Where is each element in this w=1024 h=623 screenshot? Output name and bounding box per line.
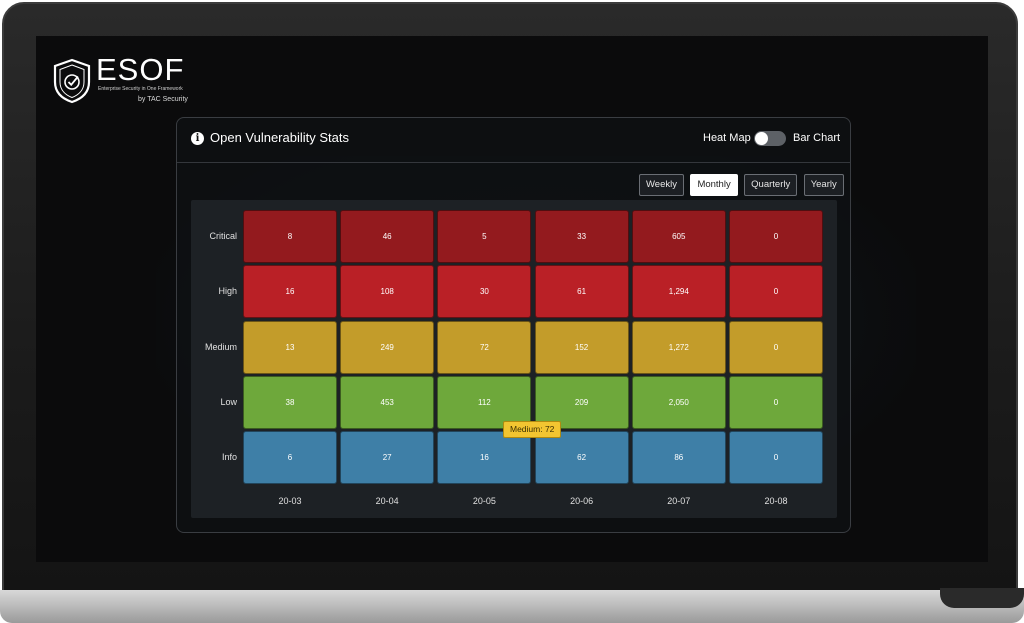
heatmap-cell-low-20-07[interactable]: 2,050 bbox=[631, 375, 726, 429]
period-yearly-button[interactable]: Yearly bbox=[803, 174, 844, 196]
heatmap-cell-medium-20-07[interactable]: 1,272 bbox=[631, 320, 726, 374]
widget-header: i Open Vulnerability Stats Heat Map Bar … bbox=[177, 118, 850, 163]
bar-chart-label: Bar Chart bbox=[793, 132, 841, 144]
widget-title: Open Vulnerability Stats bbox=[210, 130, 349, 145]
row-label-critical: Critical bbox=[209, 231, 237, 241]
heatmap-cell-high-20-08[interactable]: 0 bbox=[729, 265, 823, 319]
col-label-20-06: 20-06 bbox=[570, 495, 594, 506]
heatmap-cell-high-20-05[interactable]: 30 bbox=[437, 265, 532, 319]
heatmap-cell-critical-20-07[interactable]: 605 bbox=[631, 210, 726, 263]
period-weekly-button[interactable]: Weekly bbox=[639, 174, 684, 196]
heatmap-cell-info-20-08[interactable]: 0 bbox=[729, 431, 823, 485]
col-label-20-05: 20-05 bbox=[472, 495, 496, 506]
heatmap-cell-critical-20-05[interactable]: 5 bbox=[437, 210, 532, 263]
row-label-medium: Medium bbox=[204, 341, 237, 352]
row-label-high: High bbox=[218, 286, 237, 297]
chart-type-toggle[interactable] bbox=[754, 131, 786, 146]
heatmap-cell-low-20-04[interactable]: 453 bbox=[340, 375, 435, 429]
cell-tooltip: Medium: 72 bbox=[503, 421, 562, 438]
row-label-low: Low bbox=[220, 396, 237, 407]
laptop-base bbox=[0, 590, 1024, 623]
heatmap-cell-info-20-03[interactable]: 6 bbox=[243, 431, 337, 485]
heatmap-cell-low-20-03[interactable]: 38 bbox=[243, 375, 337, 429]
heatmap-chart: Critical 8 46 5 33 605 0 High 16 108 30 61 1,294 0 Med… bbox=[191, 200, 837, 518]
heatmap-cell-critical-20-04[interactable]: 46 bbox=[340, 210, 435, 263]
heatmap-cell-medium-20-05[interactable]: 72 bbox=[437, 320, 532, 374]
brand-by-line: by TAC Security bbox=[138, 96, 188, 103]
laptop-screen: ESOF Enterprise Security in One Framewor… bbox=[36, 36, 988, 562]
vulnerability-stats-widget: i Open Vulnerability Stats Heat Map Bar … bbox=[176, 117, 851, 533]
heatmap-cell-info-20-05[interactable]: 16 bbox=[437, 431, 532, 485]
heatmap-cell-info-20-07[interactable]: 86 bbox=[631, 431, 726, 485]
col-label-20-08: 20-08 bbox=[764, 495, 788, 506]
heatmap-cell-critical-20-08[interactable]: 0 bbox=[729, 210, 823, 263]
heatmap-cell-low-20-08[interactable]: 0 bbox=[729, 375, 823, 429]
brand-tagline: Enterprise Security in One Framework bbox=[98, 86, 183, 92]
heatmap-cell-critical-20-06[interactable]: 33 bbox=[534, 210, 629, 263]
brand-name: ESOF bbox=[96, 52, 185, 87]
heatmap-cell-high-20-07[interactable]: 1,294 bbox=[631, 265, 726, 319]
shield-check-icon bbox=[53, 58, 91, 104]
toggle-knob bbox=[755, 132, 768, 145]
heatmap-cell-medium-20-04[interactable]: 249 bbox=[340, 320, 435, 374]
heatmap-cell-low-20-06[interactable]: 209 bbox=[534, 375, 629, 429]
info-icon[interactable]: i bbox=[191, 132, 204, 145]
heatmap-cell-high-20-04[interactable]: 108 bbox=[340, 265, 435, 319]
heatmap-cell-info-20-06[interactable]: 62 bbox=[534, 431, 629, 485]
heatmap-cell-high-20-03[interactable]: 16 bbox=[243, 265, 337, 319]
heatmap-cell-low-20-05[interactable]: 112 bbox=[437, 375, 532, 429]
period-quarterly-button[interactable]: Quarterly bbox=[744, 174, 798, 196]
heatmap-cell-medium-20-08[interactable]: 0 bbox=[729, 320, 823, 374]
esof-logo: ESOF Enterprise Security in One Framewor… bbox=[52, 52, 192, 108]
period-monthly-button[interactable]: Monthly bbox=[690, 174, 738, 196]
col-label-20-03: 20-03 bbox=[278, 495, 302, 506]
period-selector: Weekly Monthly Quarterly Yearly bbox=[637, 174, 844, 196]
laptop-hinge bbox=[940, 588, 1024, 608]
col-label-20-04: 20-04 bbox=[375, 495, 399, 506]
heatmap-cell-critical-20-03[interactable]: 8 bbox=[243, 210, 337, 263]
heatmap-cell-info-20-04[interactable]: 27 bbox=[340, 431, 435, 485]
heatmap-cell-medium-20-03[interactable]: 13 bbox=[243, 320, 337, 374]
heatmap-cell-medium-20-06[interactable]: 152 bbox=[534, 320, 629, 374]
row-label-info: Info bbox=[221, 452, 237, 463]
col-label-20-07: 20-07 bbox=[667, 495, 691, 506]
heatmap-cell-high-20-06[interactable]: 61 bbox=[534, 265, 629, 319]
heat-map-label: Heat Map bbox=[703, 132, 751, 144]
